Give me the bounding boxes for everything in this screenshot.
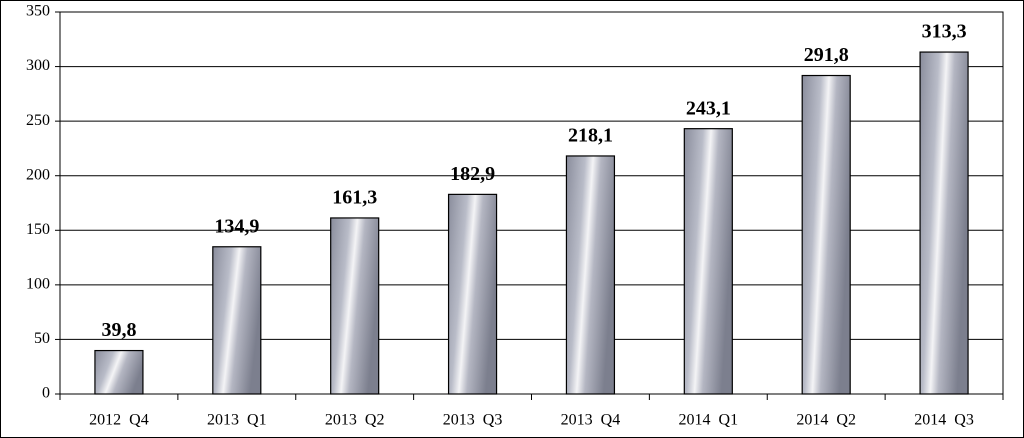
bar xyxy=(447,193,498,395)
y-tick-label: 0 xyxy=(42,385,50,402)
bar xyxy=(683,128,733,395)
value-label: 218,1 xyxy=(568,125,613,147)
x-tick-label: 2014 Q3 xyxy=(914,412,974,429)
y-tick-label: 350 xyxy=(26,3,50,20)
value-label: 134,9 xyxy=(214,215,259,237)
x-tick-label: 2014 Q1 xyxy=(679,412,739,429)
bar xyxy=(94,349,144,395)
x-tick-label: 2012 Q4 xyxy=(89,412,149,429)
value-label: 39,8 xyxy=(101,319,136,341)
y-tick-label: 300 xyxy=(26,57,50,74)
y-tick-label: 200 xyxy=(26,166,50,183)
bar xyxy=(330,217,380,395)
value-label: 182,9 xyxy=(450,163,495,185)
x-tick-label: 2013 Q4 xyxy=(561,412,621,429)
y-tick-label: 50 xyxy=(34,330,50,347)
value-label: 243,1 xyxy=(686,97,731,119)
value-label: 313,3 xyxy=(922,21,967,43)
bar xyxy=(919,51,969,395)
y-tick-label: 100 xyxy=(26,276,50,293)
plot-area xyxy=(59,11,1004,395)
x-tick-label: 2013 Q2 xyxy=(325,412,385,429)
y-tick-label: 250 xyxy=(26,112,50,129)
bar xyxy=(801,74,851,395)
value-label: 291,8 xyxy=(804,44,849,66)
x-tick-label: 2014 Q2 xyxy=(796,412,856,429)
value-label: 161,3 xyxy=(332,187,377,209)
bar xyxy=(565,155,616,395)
y-tick-label: 150 xyxy=(26,221,50,238)
bar xyxy=(212,246,262,395)
x-tick-label: 2013 Q3 xyxy=(443,412,503,429)
x-tick-label: 2013 Q1 xyxy=(207,412,267,429)
